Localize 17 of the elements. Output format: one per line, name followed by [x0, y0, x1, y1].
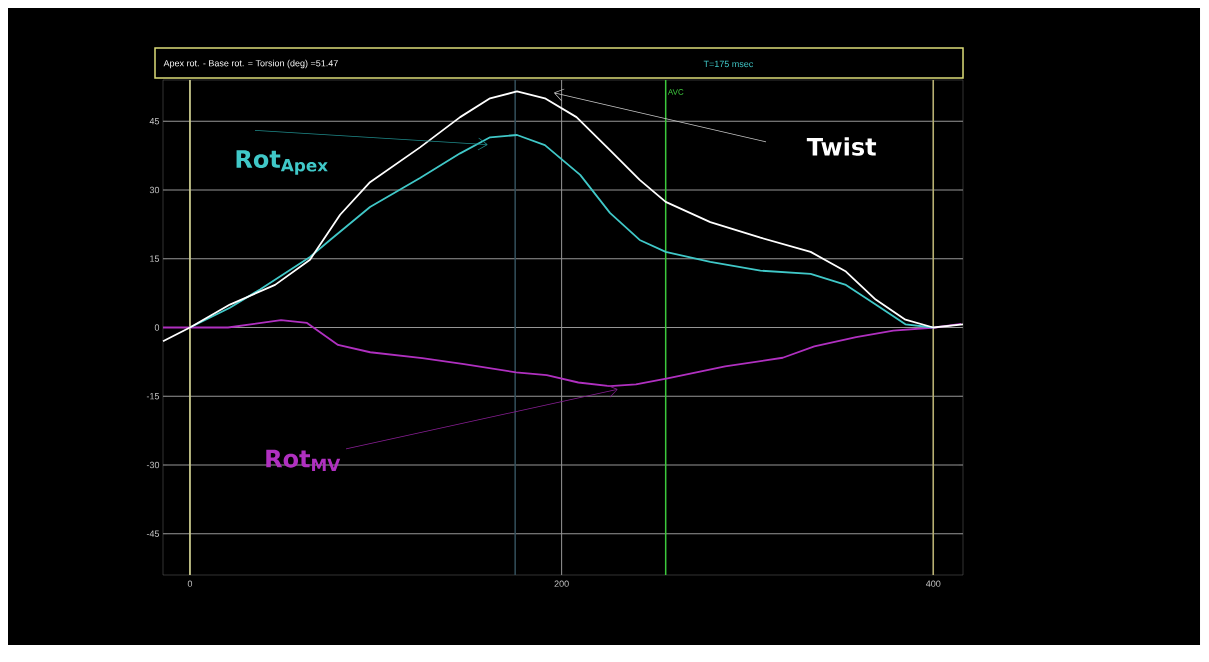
line-series — [162, 90, 964, 343]
y-tick-label: -15 — [146, 393, 160, 400]
y-tick-label: 45 — [149, 118, 160, 125]
text: Rot$_{MV}$ — [266, 449, 341, 472]
text: Twist — [806, 137, 877, 156]
y-tick-label: 30 — [149, 186, 160, 194]
x-tick-label: 200 — [554, 580, 569, 587]
chart-subtitle: T=175 msec — [703, 60, 754, 68]
y-tick-label: 15 — [150, 255, 160, 262]
text: Rot$_{Apex}$ — [236, 150, 328, 175]
x-tick-label: 0 — [187, 580, 193, 587]
chart-title: Apex rot. - Base rot. = Torsion (deg) =51.47 — [163, 59, 338, 69]
y-tick-label: -45 — [146, 530, 160, 537]
y-tick-label: -30 — [146, 461, 160, 469]
y-tick-label: 0 — [154, 324, 160, 331]
ref-line-label: AVC — [667, 89, 684, 95]
x-tick-label: 400 — [925, 580, 941, 587]
